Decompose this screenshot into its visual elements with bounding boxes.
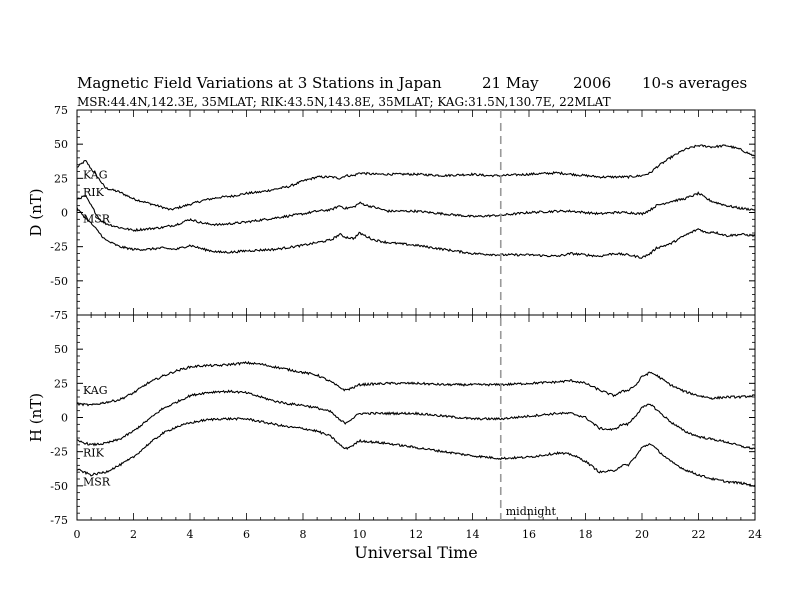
y-tick-label: -25 — [50, 446, 68, 459]
series-label-kag-bottom: KAG — [83, 384, 108, 397]
x-tick-label: 14 — [466, 528, 480, 541]
y-tick-label: 0 — [61, 207, 68, 220]
series-line-rik-top — [76, 191, 756, 233]
x-tick-label: 22 — [692, 528, 706, 541]
x-tick-label: 18 — [579, 528, 593, 541]
y-axis-label-bottom: H (nT) — [27, 393, 45, 442]
y-tick-label: -50 — [50, 480, 68, 493]
chart-averaging: 10-s averages — [642, 74, 747, 92]
x-axis-label: Universal Time — [354, 543, 477, 562]
series-label-msr-top: MSR — [83, 212, 111, 225]
y-axis-label-top: D (nT) — [27, 188, 45, 236]
panel-frame-bottom — [76, 314, 756, 521]
y-tick-label: 25 — [54, 172, 68, 185]
x-tick-label: 16 — [522, 528, 536, 541]
panel-frame-top — [76, 109, 756, 316]
series-line-msr-top — [76, 207, 756, 260]
header: Magnetic Field Variations at 3 Stations … — [77, 74, 747, 109]
x-tick-label: 20 — [635, 528, 649, 541]
y-tick-label: -75 — [50, 514, 68, 527]
chart-date: 21 May — [482, 74, 539, 92]
y-tick-label: 50 — [54, 343, 68, 356]
chart-title: Magnetic Field Variations at 3 Stations … — [77, 74, 442, 92]
series-label-msr-bottom: MSR — [83, 475, 111, 488]
y-tick-label: -25 — [50, 241, 68, 254]
x-tick-label: 0 — [74, 528, 81, 541]
midnight-label: midnight — [506, 505, 557, 518]
y-tick-label: 25 — [54, 377, 68, 390]
x-tick-label: 4 — [187, 528, 194, 541]
x-tick-label: 8 — [300, 528, 307, 541]
plot-layer: 75 50 25 0 -25 -50 -75 D (nT) KAG RIK MSR 50 25 0 -25 -… — [27, 104, 762, 562]
y-tick-label: 75 — [54, 104, 68, 117]
stations-line: MSR:44.4N,142.3E, 35MLAT; RIK:43.5N,143.… — [77, 95, 611, 109]
series-label-kag-top: KAG — [83, 168, 108, 181]
series-line-msr-bottom — [76, 417, 756, 487]
y-tick-label: -75 — [50, 309, 68, 322]
series-label-rik-bottom: RIK — [83, 447, 105, 460]
x-tick-label: 10 — [353, 528, 367, 541]
series-line-kag-top — [76, 144, 756, 211]
y-tick-label: 50 — [54, 138, 68, 151]
x-tick-label: 24 — [748, 528, 762, 541]
series-label-rik-top: RIK — [83, 186, 105, 199]
y-tick-label: -50 — [50, 275, 68, 288]
series-line-kag-bottom — [76, 360, 755, 407]
y-tick-label: 0 — [61, 412, 68, 425]
x-tick-label: 6 — [243, 528, 250, 541]
x-tick-label: 12 — [409, 528, 423, 541]
chart-year: 2006 — [573, 74, 611, 92]
x-tick-label: 2 — [130, 528, 137, 541]
series-line-rik-bottom — [76, 389, 756, 450]
